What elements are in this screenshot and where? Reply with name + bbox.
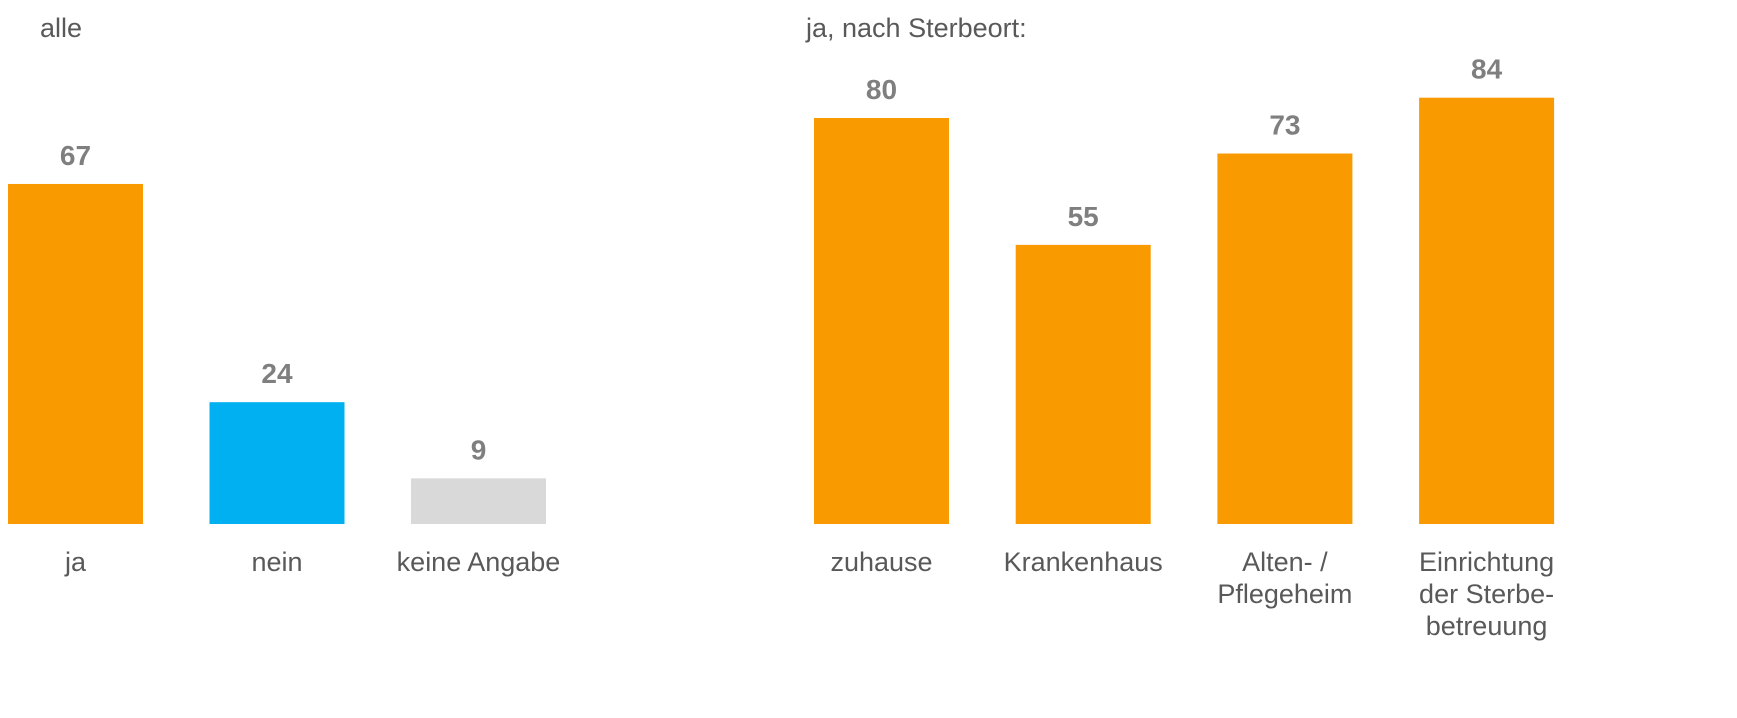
category-label: Krankenhaus xyxy=(1004,547,1163,577)
value-label: 84 xyxy=(1471,54,1503,85)
chart-title: alle xyxy=(40,13,82,43)
category-label: Einrichtung der Sterbe-betreuung xyxy=(1419,547,1554,641)
value-label: 67 xyxy=(60,140,91,171)
category-label: zuhause xyxy=(830,547,932,577)
bar xyxy=(1217,153,1353,524)
value-label: 73 xyxy=(1269,110,1300,141)
category-label: ja xyxy=(64,547,87,577)
bar xyxy=(209,402,345,524)
bar xyxy=(1419,97,1555,524)
bar xyxy=(411,478,546,524)
category-label: keine Angabe xyxy=(397,547,561,577)
value-label: 9 xyxy=(471,434,487,465)
value-label: 24 xyxy=(261,358,293,389)
bar xyxy=(814,118,949,524)
category-label: Alten- / Pflegeheim xyxy=(1217,547,1352,609)
bar xyxy=(8,183,143,524)
value-label: 55 xyxy=(1068,201,1099,232)
chart-title: ja, nach Sterbeort: xyxy=(805,13,1027,43)
bar xyxy=(1015,244,1151,524)
category-label: nein xyxy=(251,547,302,577)
value-label: 80 xyxy=(866,74,897,105)
